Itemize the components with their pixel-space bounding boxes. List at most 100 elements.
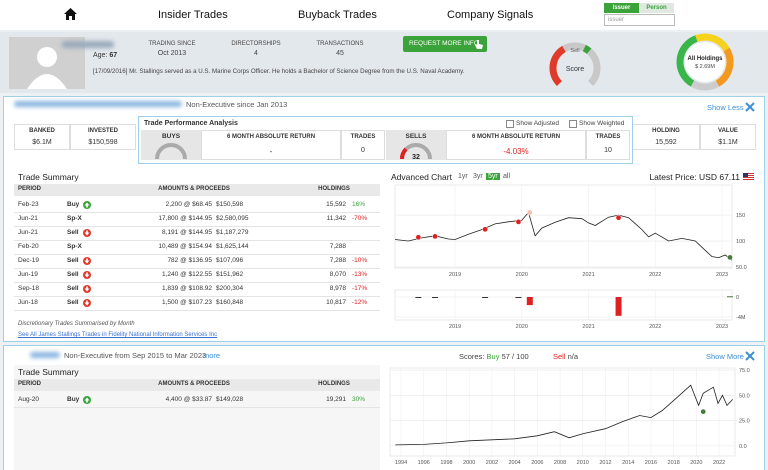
range-button[interactable]: 5yr bbox=[486, 173, 500, 180]
trade-marker bbox=[727, 254, 733, 261]
nav-item[interactable]: Buyback Trades bbox=[298, 9, 377, 21]
trade-marker bbox=[482, 226, 488, 233]
trade-type: Buy bbox=[67, 396, 80, 403]
home-icon[interactable] bbox=[63, 7, 78, 21]
holdings-label: All Holdings bbox=[688, 56, 724, 62]
expand-icon[interactable] bbox=[745, 351, 755, 361]
summary-cell: INVESTED $150,598 bbox=[70, 124, 136, 150]
trade-icon bbox=[83, 201, 91, 209]
perf-title: Trade Performance Analysis bbox=[144, 120, 238, 127]
more-link[interactable]: more bbox=[203, 351, 221, 360]
price-line bbox=[394, 211, 733, 261]
change: 16% bbox=[352, 201, 366, 208]
summary-value: $6.1M bbox=[32, 139, 52, 146]
icon-arrow bbox=[84, 397, 90, 403]
icon-arrow bbox=[84, 230, 90, 236]
buys-label: BUYS bbox=[161, 133, 181, 140]
holdings: 8,978 bbox=[329, 285, 346, 292]
checkbox-option[interactable]: Show Weighted bbox=[569, 120, 624, 128]
holdings-value: $ 2.69M bbox=[695, 64, 715, 70]
bio: [17/09/2016] Mr. Stallings served as a U… bbox=[93, 68, 465, 75]
holdings: 19,291 bbox=[326, 396, 346, 403]
latest-price: Latest Price: USD 67.11 bbox=[649, 172, 740, 182]
return-label: 6 MONTH ABSOLUTE RETURN bbox=[226, 134, 316, 140]
period: Feb-23 bbox=[18, 201, 39, 208]
trade-type: Buy bbox=[67, 201, 80, 208]
out-of: / 100 bbox=[512, 352, 529, 361]
buy-label: Buy bbox=[486, 352, 500, 361]
trades-label: TRADES bbox=[350, 134, 376, 140]
sells-label: SELLS bbox=[405, 133, 427, 140]
company-blurred[interactable] bbox=[30, 352, 60, 358]
trades-link[interactable]: See All James Stallings Trades in Fideli… bbox=[18, 332, 218, 338]
proceeds: $2,580,095 bbox=[216, 215, 249, 222]
x-tick-label: 2016 bbox=[645, 460, 657, 466]
proceeds: $1,187,279 bbox=[216, 229, 249, 236]
search-input[interactable]: issuer bbox=[604, 14, 675, 26]
change: -70% bbox=[352, 215, 368, 222]
buys-cell: BUYS bbox=[141, 130, 201, 160]
summary-cell: HOLDING 15,592 bbox=[632, 124, 700, 150]
range-button[interactable]: 1yr bbox=[458, 173, 468, 180]
show-more[interactable]: Show More bbox=[706, 352, 744, 361]
y-tick-label: 0.0 bbox=[739, 444, 747, 450]
trade-type: Sell bbox=[67, 271, 79, 278]
sell-score: Sell n/a bbox=[553, 352, 578, 361]
x-tick-label: 2012 bbox=[599, 460, 611, 466]
amount: 10,489 @ $154.94 bbox=[158, 243, 212, 250]
sells-cell: SELLS 32 bbox=[386, 130, 446, 160]
summary-label: HOLDING bbox=[652, 128, 680, 134]
range-button[interactable]: all bbox=[503, 173, 511, 180]
x-tick-label: 2020 bbox=[516, 272, 528, 278]
toggle-issuer[interactable]: Issuer bbox=[604, 3, 639, 13]
holdings: 7,288 bbox=[329, 257, 346, 264]
flag-canton bbox=[743, 173, 748, 177]
nav-item[interactable]: Insider Trades bbox=[158, 9, 228, 21]
mini-gauge bbox=[155, 143, 187, 160]
x-tick-label: 2021 bbox=[582, 324, 594, 330]
checkbox-option[interactable]: Show Adjusted bbox=[506, 120, 559, 128]
price-line bbox=[395, 384, 733, 446]
buys-return-cell: 6 MONTH ABSOLUTE RETURN - bbox=[201, 130, 341, 160]
company-blurred[interactable] bbox=[14, 101, 182, 107]
y-tick-label: -4M bbox=[736, 315, 746, 321]
trades-value: 10 bbox=[604, 147, 612, 154]
expand-icon[interactable] bbox=[745, 102, 755, 112]
y-tick-label: 150 bbox=[736, 213, 745, 219]
checkbox[interactable] bbox=[569, 120, 577, 128]
holdings: 15,592 bbox=[326, 201, 346, 208]
stat-value: Oct 2013 bbox=[157, 50, 187, 57]
gauge-track bbox=[155, 143, 187, 160]
stat-label: DIRECTORSHIPS bbox=[231, 41, 281, 47]
volume-bar bbox=[432, 297, 439, 299]
trade-icon bbox=[83, 257, 91, 265]
chart-title: Advanced Chart bbox=[391, 172, 452, 182]
toggle-person[interactable]: Person bbox=[639, 3, 674, 13]
x-tick-label: 2023 bbox=[716, 324, 728, 330]
gauge-label: Score bbox=[566, 66, 584, 73]
trade-icon bbox=[83, 299, 91, 307]
checkbox[interactable] bbox=[506, 120, 514, 128]
proceeds: $150,598 bbox=[216, 201, 244, 208]
trade-icon bbox=[83, 229, 91, 237]
range-button[interactable]: 3yr bbox=[473, 173, 483, 180]
plot-frame bbox=[394, 184, 733, 269]
x-tick-label: 2010 bbox=[577, 460, 589, 466]
request-button[interactable]: REQUEST MORE INFO bbox=[403, 36, 487, 52]
summary-value: 15,592 bbox=[655, 139, 677, 146]
volume-bar bbox=[615, 297, 622, 316]
icon-arrow bbox=[84, 300, 90, 306]
x-tick-label: 2021 bbox=[582, 272, 594, 278]
show-less[interactable]: Show Less bbox=[707, 103, 744, 112]
summary-title: Trade Summary bbox=[18, 367, 79, 377]
advanced-chart: Advanced Chart 1yr 3yr 5yr all Latest Price: … bbox=[388, 170, 756, 338]
trades-value: 0 bbox=[361, 147, 365, 154]
trade-row: Aug-20 Buy 4,400 @ $33.87 $149,028 19,291 30% bbox=[14, 393, 380, 408]
y-tick-label: 50.0 bbox=[739, 393, 750, 399]
profile-band: Age: 67 REQUEST MORE INFO [17/09/2016] M… bbox=[0, 32, 768, 93]
sells-return-cell: 6 MONTH ABSOLUTE RETURN -4.03% bbox=[446, 130, 586, 160]
x-tick-label: 1996 bbox=[418, 460, 430, 466]
trade-type: Sell bbox=[67, 299, 79, 306]
proceeds: $200,304 bbox=[216, 285, 244, 292]
nav-item[interactable]: Company Signals bbox=[447, 9, 534, 21]
